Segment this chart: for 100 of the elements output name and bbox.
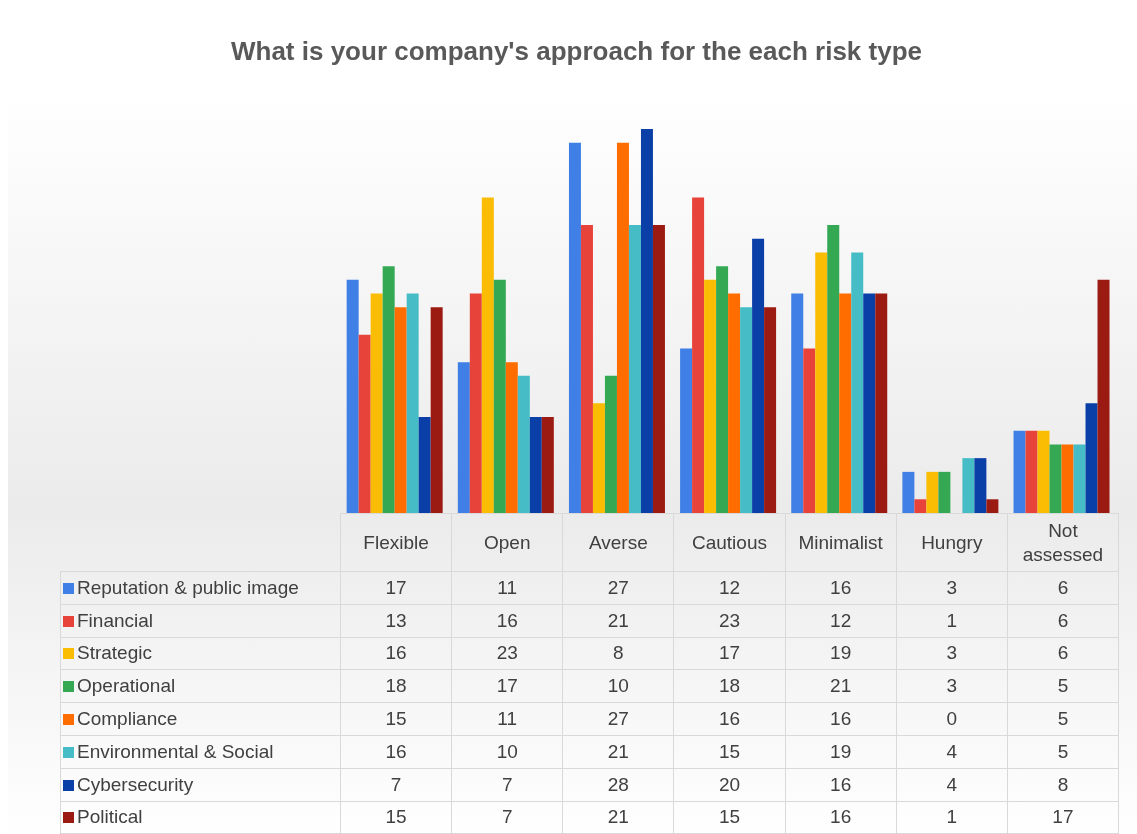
bar bbox=[680, 348, 693, 513]
bar bbox=[568, 142, 581, 513]
bar bbox=[1049, 444, 1062, 513]
data-label: 6 bbox=[1007, 637, 1119, 670]
data-label: 7 bbox=[340, 768, 452, 802]
bar bbox=[863, 293, 876, 513]
data-label: 11 bbox=[451, 571, 563, 605]
bar bbox=[728, 293, 741, 513]
bar bbox=[469, 293, 482, 513]
bar bbox=[803, 348, 816, 513]
data-label: 5 bbox=[1007, 735, 1119, 769]
bar bbox=[580, 225, 593, 513]
bar bbox=[827, 225, 840, 513]
data-label: 11 bbox=[451, 702, 563, 736]
data-label: 16 bbox=[785, 768, 897, 802]
data-label: 4 bbox=[896, 768, 1008, 802]
data-label: 3 bbox=[896, 571, 1008, 605]
bar bbox=[640, 129, 653, 513]
x-tick-label: Averse bbox=[562, 513, 674, 572]
data-label: 17 bbox=[1007, 801, 1119, 834]
bar bbox=[716, 266, 729, 513]
bar bbox=[692, 197, 705, 513]
legend-label: Operational bbox=[60, 669, 341, 703]
bar bbox=[604, 375, 617, 513]
data-label: 4 bbox=[896, 735, 1008, 769]
data-label: 17 bbox=[451, 669, 563, 703]
bar bbox=[382, 266, 395, 513]
data-label: 18 bbox=[340, 669, 452, 703]
data-label: 21 bbox=[562, 801, 674, 834]
data-label: 15 bbox=[673, 801, 786, 834]
legend-label: Compliance bbox=[60, 702, 341, 736]
bar bbox=[517, 375, 530, 513]
bar bbox=[505, 362, 518, 513]
bar bbox=[1097, 279, 1110, 513]
bar bbox=[752, 238, 765, 513]
data-label: 3 bbox=[896, 637, 1008, 670]
bar bbox=[1061, 444, 1074, 513]
bar bbox=[493, 279, 506, 513]
data-label: 10 bbox=[451, 735, 563, 769]
chart-title: What is your company's approach for the each risk type bbox=[230, 36, 923, 67]
bar bbox=[1037, 430, 1050, 513]
bar bbox=[358, 334, 371, 513]
legend-label: Environmental & Social bbox=[60, 735, 341, 769]
data-label: 1 bbox=[896, 604, 1008, 638]
bar bbox=[815, 252, 828, 513]
x-tick-label: Minimalist bbox=[785, 513, 897, 572]
legend-label: Cybersecurity bbox=[60, 768, 341, 802]
bar bbox=[346, 279, 359, 513]
bar bbox=[1085, 403, 1098, 513]
bar bbox=[628, 225, 641, 513]
data-label: 12 bbox=[785, 604, 897, 638]
data-label: 17 bbox=[340, 571, 452, 605]
data-label: 5 bbox=[1007, 702, 1119, 736]
bar bbox=[616, 142, 629, 513]
x-tick-label: Hungry bbox=[896, 513, 1008, 572]
bar bbox=[418, 417, 431, 513]
bar bbox=[914, 499, 927, 513]
legend-label: Reputation & public image bbox=[60, 571, 341, 605]
data-label: 19 bbox=[785, 637, 897, 670]
data-label: 15 bbox=[673, 735, 786, 769]
x-tick-label: Not assessed bbox=[1007, 513, 1119, 572]
bar bbox=[938, 471, 951, 513]
data-label: 16 bbox=[451, 604, 563, 638]
data-label: 23 bbox=[451, 637, 563, 670]
x-tick-label: Cautious bbox=[673, 513, 786, 572]
data-label: 16 bbox=[785, 571, 897, 605]
bar bbox=[791, 293, 804, 513]
bar bbox=[481, 197, 494, 513]
bar bbox=[394, 307, 407, 513]
data-label: 16 bbox=[340, 637, 452, 670]
bar bbox=[851, 252, 864, 513]
data-label: 7 bbox=[451, 768, 563, 802]
bar bbox=[839, 293, 852, 513]
data-label: 16 bbox=[673, 702, 786, 736]
data-label: 13 bbox=[340, 604, 452, 638]
bar bbox=[974, 458, 987, 513]
data-label: 28 bbox=[562, 768, 674, 802]
bar bbox=[592, 403, 605, 513]
data-label: 27 bbox=[562, 702, 674, 736]
x-tick-label: Flexible bbox=[340, 513, 452, 572]
bar bbox=[740, 307, 753, 513]
bar bbox=[370, 293, 383, 513]
bar bbox=[430, 307, 443, 513]
data-label: 18 bbox=[673, 669, 786, 703]
data-label: 15 bbox=[340, 702, 452, 736]
data-label: 19 bbox=[785, 735, 897, 769]
data-label: 15 bbox=[340, 801, 452, 834]
data-label: 1 bbox=[896, 801, 1008, 834]
data-label: 20 bbox=[673, 768, 786, 802]
bar bbox=[764, 307, 777, 513]
data-label: 23 bbox=[673, 604, 786, 638]
bar bbox=[962, 458, 975, 513]
bar bbox=[406, 293, 419, 513]
bar bbox=[541, 417, 554, 513]
data-label: 8 bbox=[1007, 768, 1119, 802]
bar bbox=[1013, 430, 1026, 513]
data-label: 16 bbox=[785, 702, 897, 736]
x-tick-label: Open bbox=[451, 513, 563, 572]
data-label: 6 bbox=[1007, 604, 1119, 638]
data-label: 5 bbox=[1007, 669, 1119, 703]
